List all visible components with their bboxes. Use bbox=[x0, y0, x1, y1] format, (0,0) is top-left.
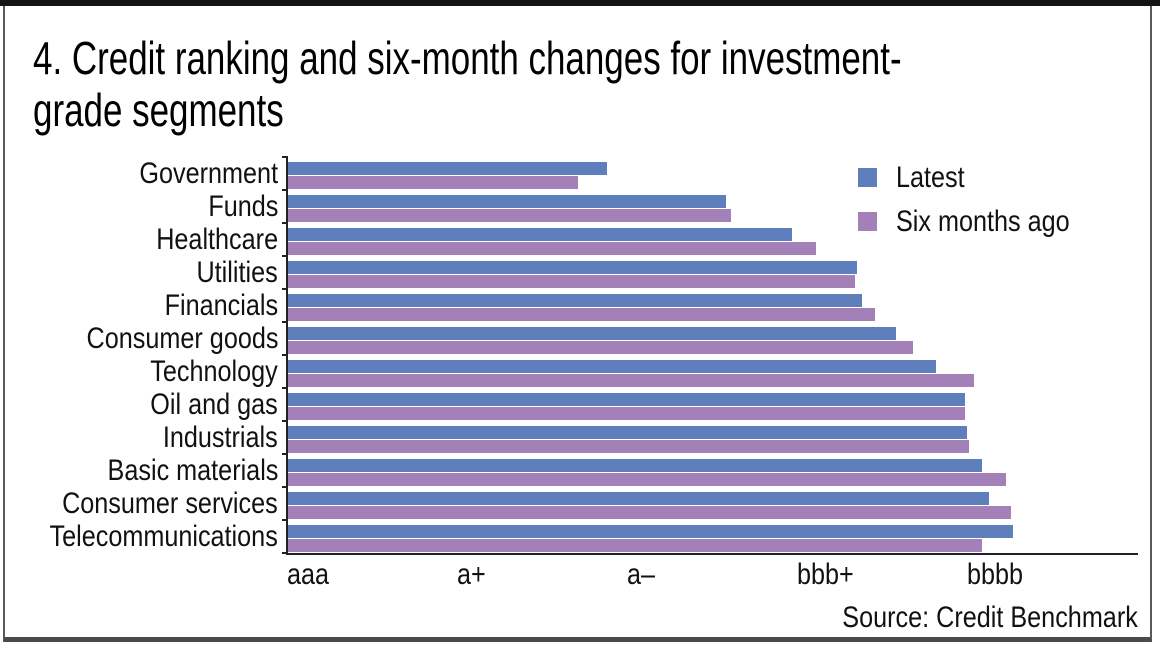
category-label-utilities: Utilities bbox=[196, 256, 278, 289]
top-rule bbox=[0, 0, 1160, 6]
y-axis-tickmark bbox=[282, 189, 287, 191]
x-tick-label-a+: a+ bbox=[457, 558, 486, 591]
category-label-basic-materials: Basic materials bbox=[107, 454, 278, 487]
bar-latest bbox=[288, 426, 967, 439]
category-label-technology: Technology bbox=[150, 355, 278, 388]
bar-six-months-ago bbox=[288, 506, 1012, 519]
bar-six-months-ago bbox=[288, 440, 969, 453]
chart-title-line2: grade segments bbox=[33, 84, 284, 136]
bar-latest bbox=[288, 360, 937, 373]
y-axis-tickmark bbox=[282, 288, 287, 290]
y-axis-tickmark bbox=[282, 255, 287, 257]
y-axis-tickmark bbox=[282, 222, 287, 224]
y-axis-tickmark bbox=[282, 354, 287, 356]
category-label-financials: Financials bbox=[164, 289, 278, 322]
category-label-government: Government bbox=[139, 157, 278, 190]
legend-label-latest: Latest bbox=[896, 161, 965, 194]
legend-swatch-latest bbox=[858, 168, 877, 187]
y-axis-tickmark bbox=[282, 420, 287, 422]
y-axis-tickmark bbox=[282, 321, 287, 323]
y-axis-tickmark bbox=[282, 156, 287, 158]
bar-six-months-ago bbox=[288, 539, 983, 552]
bar-six-months-ago bbox=[288, 341, 913, 354]
bar-latest bbox=[288, 162, 607, 175]
y-axis-tickmark bbox=[282, 486, 287, 488]
x-tick-label-bbb+: bbb+ bbox=[797, 558, 854, 591]
y-axis-tickmark bbox=[282, 519, 287, 521]
category-label-telecommunications: Telecommunications bbox=[49, 520, 278, 553]
bar-latest bbox=[288, 327, 896, 340]
y-axis-tickmark bbox=[282, 387, 287, 389]
bar-latest bbox=[288, 228, 792, 241]
y-axis-tickmark bbox=[282, 453, 287, 455]
category-label-industrials: Industrials bbox=[163, 421, 278, 454]
bar-six-months-ago bbox=[288, 176, 578, 189]
category-label-consumer-services: Consumer services bbox=[62, 487, 278, 520]
x-tick-label-a–: a– bbox=[627, 558, 656, 591]
bar-six-months-ago bbox=[288, 473, 1007, 486]
y-axis-line bbox=[286, 156, 288, 555]
y-axis-tickmark bbox=[282, 552, 287, 554]
category-label-oil-and-gas: Oil and gas bbox=[150, 388, 278, 421]
bar-six-months-ago bbox=[288, 308, 876, 321]
legend-swatch-six-months-ago bbox=[858, 212, 877, 231]
chart-title-line1: 4. Credit ranking and six-month changes … bbox=[33, 32, 902, 84]
legend-label-six-months-ago: Six months ago bbox=[896, 205, 1070, 238]
bar-latest bbox=[288, 459, 983, 472]
bar-latest bbox=[288, 195, 726, 208]
x-tick-label-aaa: aaa bbox=[287, 558, 330, 591]
bar-six-months-ago bbox=[288, 374, 974, 387]
bar-latest bbox=[288, 393, 966, 406]
bar-six-months-ago bbox=[288, 275, 855, 288]
bar-six-months-ago bbox=[288, 242, 816, 255]
x-tick-label-bbbb: bbbb bbox=[967, 558, 1024, 591]
bar-latest bbox=[288, 294, 862, 307]
bar-latest bbox=[288, 261, 857, 274]
bar-latest bbox=[288, 492, 990, 505]
x-axis-line bbox=[286, 553, 1138, 555]
source-credit: Source: Credit Benchmark bbox=[842, 601, 1138, 634]
chart-title: 4. Credit ranking and six-month changes … bbox=[33, 32, 902, 136]
category-label-funds: Funds bbox=[207, 190, 278, 223]
bar-six-months-ago bbox=[288, 209, 731, 222]
bar-latest bbox=[288, 525, 1013, 538]
category-label-consumer-goods: Consumer goods bbox=[86, 322, 278, 355]
bar-six-months-ago bbox=[288, 407, 966, 420]
category-label-healthcare: Healthcare bbox=[156, 223, 278, 256]
